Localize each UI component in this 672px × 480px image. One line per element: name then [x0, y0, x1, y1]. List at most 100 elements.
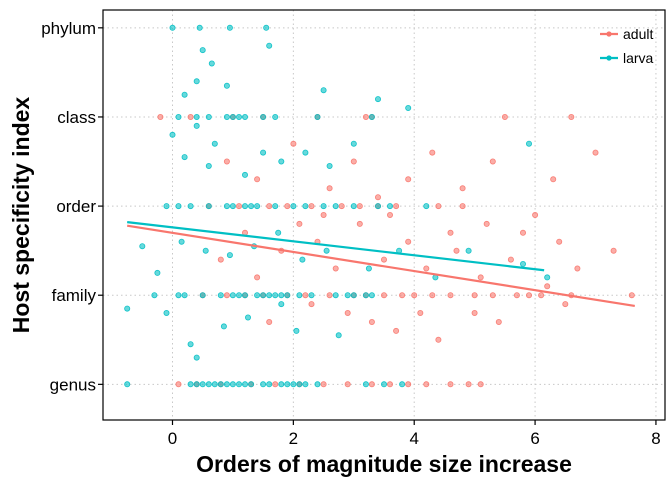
- data-point-adult: [386, 381, 393, 388]
- data-point-adult: [380, 292, 387, 299]
- x-axis: 0 2 4 6 8: [168, 420, 661, 448]
- data-point-adult: [350, 158, 357, 165]
- data-point-larva: [196, 24, 203, 31]
- data-point-larva: [235, 292, 242, 299]
- data-point-larva: [344, 292, 351, 299]
- x-axis-title: Orders of magnitude size increase: [196, 451, 572, 477]
- data-point-larva: [284, 292, 291, 299]
- data-point-larva: [202, 247, 209, 254]
- data-point-adult: [610, 247, 617, 254]
- data-point-larva: [124, 305, 131, 312]
- data-point-adult: [592, 149, 599, 156]
- data-point-larva: [278, 301, 285, 308]
- data-point-adult: [550, 176, 557, 183]
- data-point-larva: [139, 243, 146, 250]
- data-point-larva: [169, 131, 176, 138]
- data-point-larva: [187, 341, 194, 348]
- data-point-larva: [208, 60, 215, 67]
- trend-line-larva: [127, 221, 545, 272]
- data-point-adult: [532, 211, 539, 218]
- data-point-larva: [326, 162, 333, 169]
- data-point-larva: [124, 381, 131, 388]
- data-point-adult: [368, 381, 375, 388]
- data-point-larva: [193, 381, 200, 388]
- data-point-adult: [411, 292, 418, 299]
- data-point-adult: [302, 292, 309, 299]
- data-point-larva: [199, 381, 206, 388]
- data-point-adult: [393, 203, 400, 210]
- plot-panel-border: [102, 9, 666, 421]
- data-point-larva: [272, 114, 279, 121]
- data-point-adult: [429, 292, 436, 299]
- data-point-larva: [278, 381, 285, 388]
- data-point-adult: [356, 220, 363, 227]
- data-point-larva: [350, 203, 357, 210]
- data-point-adult: [628, 292, 635, 299]
- data-point-adult: [399, 292, 406, 299]
- legend: adult larva: [600, 26, 654, 66]
- data-point-larva: [248, 203, 255, 210]
- y-axis-title: Host specificity index: [8, 97, 34, 334]
- data-point-larva: [260, 114, 267, 121]
- y-tick-label: order: [56, 197, 96, 216]
- data-point-larva: [386, 203, 393, 210]
- data-point-larva: [260, 381, 267, 388]
- x-tick-label: 6: [530, 429, 539, 448]
- data-point-larva: [266, 292, 273, 299]
- data-point-larva: [229, 114, 236, 121]
- data-point-larva: [241, 292, 248, 299]
- data-point-larva: [193, 354, 200, 361]
- data-point-larva: [169, 24, 176, 31]
- y-tick-label: genus: [50, 375, 96, 394]
- data-point-larva: [323, 247, 330, 254]
- data-point-larva: [229, 381, 236, 388]
- data-point-adult: [435, 203, 442, 210]
- data-point-larva: [217, 292, 224, 299]
- data-point-larva: [296, 292, 303, 299]
- data-point-larva: [226, 24, 233, 31]
- data-point-larva: [178, 238, 185, 245]
- data-point-larva: [320, 87, 327, 94]
- data-point-adult: [217, 256, 224, 263]
- data-point-adult: [157, 114, 164, 121]
- data-point-larva: [235, 381, 242, 388]
- data-point-adult: [223, 158, 230, 165]
- data-point-larva: [368, 114, 375, 121]
- data-point-larva: [296, 381, 303, 388]
- data-point-larva: [302, 203, 309, 210]
- data-point-larva: [320, 203, 327, 210]
- data-point-adult: [344, 309, 351, 316]
- data-point-adult: [556, 238, 563, 245]
- data-point-larva: [193, 122, 200, 129]
- data-point-larva: [205, 162, 212, 169]
- data-point-larva: [263, 24, 270, 31]
- data-point-adult: [368, 318, 375, 325]
- data-point-adult: [453, 247, 460, 254]
- data-point-adult: [344, 381, 351, 388]
- data-point-adult: [423, 381, 430, 388]
- data-point-larva: [399, 381, 406, 388]
- data-point-adult: [175, 381, 182, 388]
- data-point-larva: [278, 292, 285, 299]
- data-point-adult: [526, 292, 533, 299]
- data-point-adult: [254, 274, 261, 281]
- data-point-larva: [254, 292, 261, 299]
- data-point-larva: [272, 203, 279, 210]
- data-point-larva: [226, 252, 233, 259]
- data-point-larva: [187, 203, 194, 210]
- data-point-larva: [223, 203, 230, 210]
- data-point-larva: [308, 292, 315, 299]
- legend-label-larva: larva: [623, 50, 654, 66]
- data-point-larva: [199, 47, 206, 54]
- data-point-adult: [429, 149, 436, 156]
- data-point-adult: [320, 381, 327, 388]
- trend-line-adult: [127, 224, 635, 307]
- data-point-adult: [235, 203, 242, 210]
- data-point-larva: [278, 158, 285, 165]
- data-point-larva: [241, 203, 248, 210]
- data-point-larva: [175, 114, 182, 121]
- data-point-adult: [272, 381, 279, 388]
- data-point-adult: [356, 203, 363, 210]
- data-point-larva: [193, 114, 200, 121]
